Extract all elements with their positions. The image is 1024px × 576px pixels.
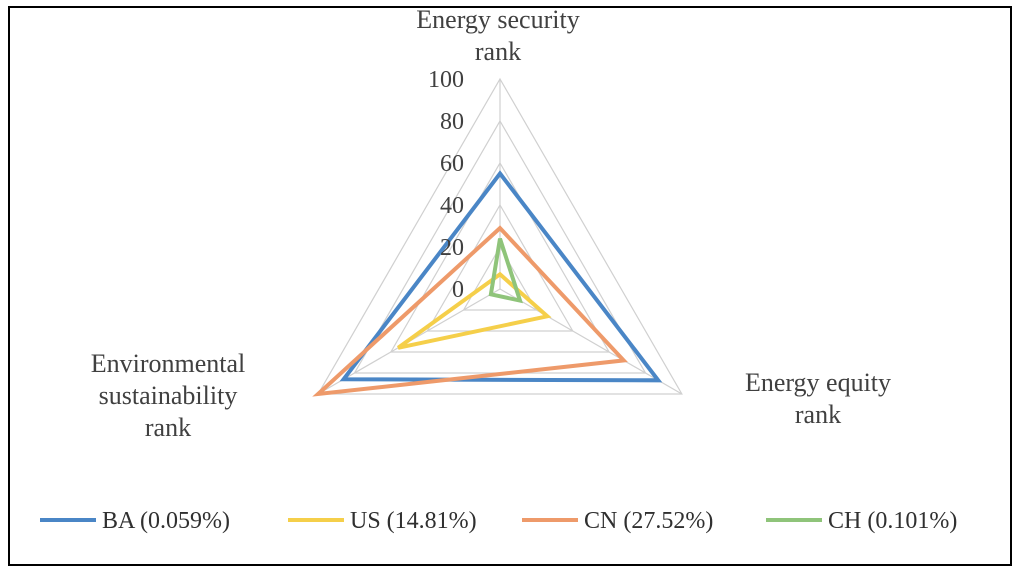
radar-grid — [317, 77, 683, 395]
tick-label-100: 100 — [428, 67, 464, 93]
legend-label: CH (0.101%) — [828, 508, 957, 534]
chart-frame — [8, 6, 1012, 566]
axis-label-1: Energy equity rank — [745, 368, 891, 429]
grid-ring-100 — [317, 77, 683, 395]
legend-item-cn: CN (27.52%) — [522, 508, 713, 534]
tick-label-20: 20 — [440, 235, 464, 261]
tick-label-60: 60 — [440, 151, 464, 177]
legend-item-ba: BA (0.059%) — [40, 508, 230, 534]
legend-label: US (14.81%) — [350, 508, 477, 534]
radar-series — [312, 170, 663, 397]
legend-item-ch: CH (0.101%) — [766, 508, 957, 534]
tick-label-80: 80 — [440, 109, 464, 135]
series-polygon-ba — [339, 170, 663, 383]
series-polygon-us — [397, 271, 552, 350]
legend-label: CN (27.52%) — [584, 508, 713, 534]
legend: BA (0.059%) US (14.81%) CN (27.52%) CH (0.1… — [40, 508, 957, 534]
legend-item-us: US (14.81%) — [288, 508, 477, 534]
axis-label-2: Environmental sustainability rank — [91, 349, 246, 442]
grid-ring-20 — [462, 245, 538, 311]
tick-label-40: 40 — [440, 193, 464, 219]
legend-label: BA (0.059%) — [102, 508, 230, 534]
radar-axis-labels: Energy security rank Energy equity rank Envi… — [91, 5, 891, 442]
axis-label-0: Energy security rank — [416, 5, 579, 66]
grid-ring-60 — [389, 161, 611, 353]
tick-label-0: 0 — [452, 277, 464, 303]
grid-spoke-1 — [499, 288, 683, 395]
radar-tick-labels: 0 20 40 60 80 100 — [428, 67, 464, 303]
series-polygon-cn — [312, 225, 628, 397]
series-polygon-ch — [488, 237, 523, 304]
